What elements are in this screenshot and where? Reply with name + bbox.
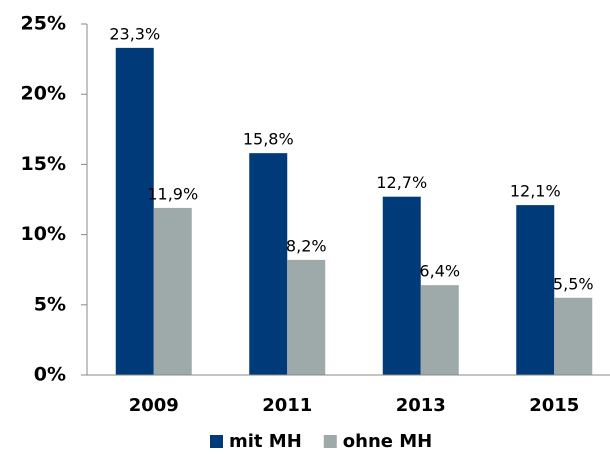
y-tick-label: 20% [21, 83, 66, 105]
x-tick-label: 2015 [529, 395, 579, 416]
data-label: 12,7% [376, 173, 427, 192]
data-label: 12,1% [510, 182, 561, 201]
x-tick-label: 2013 [396, 395, 446, 416]
y-tick-label: 25% [21, 13, 66, 35]
data-label: 8,2% [286, 236, 327, 255]
legend-label: mit MH [229, 431, 302, 452]
bar [554, 297, 593, 375]
bar [249, 153, 288, 375]
data-label: 5,5% [553, 274, 594, 293]
x-tick-label: 2009 [129, 395, 179, 416]
bar [382, 196, 421, 375]
bar [516, 205, 555, 375]
data-label: 15,8% [243, 130, 294, 149]
data-label: 11,9% [147, 184, 198, 203]
x-tick-label: 2011 [262, 395, 312, 416]
legend-swatch [210, 435, 223, 448]
bar [420, 285, 459, 375]
data-label: 23,3% [109, 24, 160, 43]
y-tick-label: 10% [21, 223, 66, 245]
y-tick-label: 15% [21, 153, 66, 175]
y-tick-label: 5% [34, 293, 66, 315]
y-tick-label: 0% [34, 364, 66, 386]
bar [287, 259, 326, 375]
bar [115, 47, 154, 375]
data-label: 6,4% [419, 262, 460, 281]
legend-swatch [323, 435, 337, 448]
legend-label: ohne MH [343, 431, 432, 452]
bar [153, 207, 192, 375]
